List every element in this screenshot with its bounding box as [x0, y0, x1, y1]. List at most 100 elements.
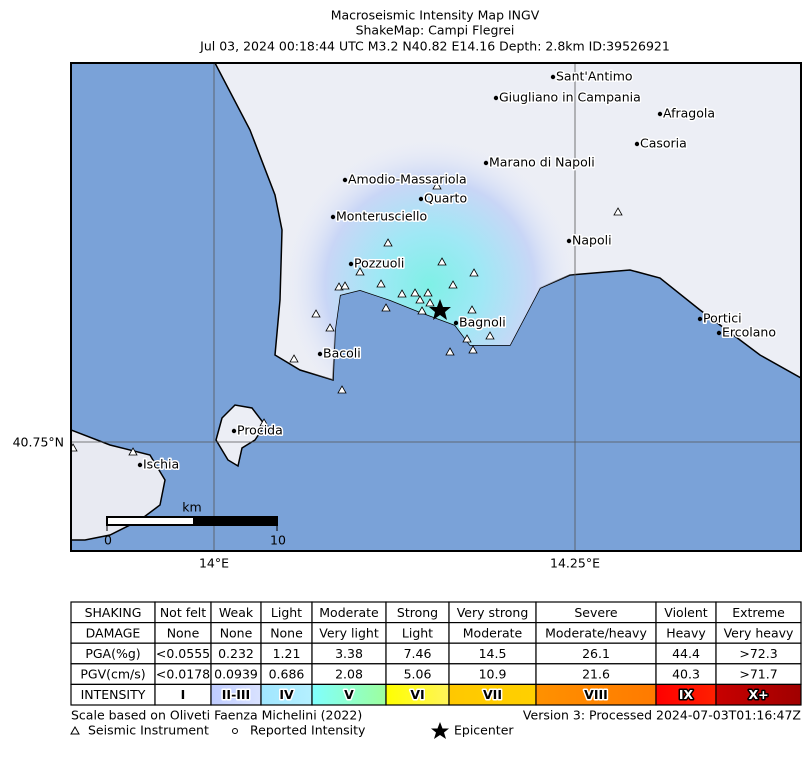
station — [311, 309, 321, 318]
table-text: 1.21 — [273, 646, 301, 661]
station — [423, 288, 433, 297]
epicenter — [429, 299, 451, 320]
place-dot — [348, 261, 354, 267]
place-label: Bagnoli — [459, 315, 506, 330]
event-info: Jul 03, 2024 00:18:44 UTC M3.2 N40.82 E1… — [199, 39, 670, 54]
table-text: 26.1 — [582, 646, 610, 661]
epicenter-symbol — [431, 722, 449, 739]
table-text: VII — [483, 687, 502, 702]
subtitle: ShakeMap: Campi Flegrei — [356, 23, 515, 38]
table-text: Very heavy — [724, 625, 794, 640]
lon-label: 14.25°E — [550, 556, 600, 571]
table-text: Very strong — [457, 605, 529, 620]
place-dot — [483, 160, 489, 166]
table-text: 44.4 — [672, 646, 700, 661]
table-text: Extreme — [732, 605, 785, 620]
station — [468, 345, 478, 354]
place-dot — [418, 196, 424, 202]
place-dot — [697, 316, 703, 322]
station — [448, 280, 458, 289]
table-text: PGA(%g) — [85, 646, 140, 661]
place-label: Casoria — [640, 136, 687, 151]
station — [445, 347, 455, 356]
table-text: Weak — [219, 605, 254, 620]
place-dot — [566, 238, 572, 244]
scale-tick: 10 — [270, 533, 286, 548]
place-label: Sant'Antimo — [556, 69, 633, 84]
table-text: 0.0939 — [214, 667, 258, 682]
table-text: DAMAGE — [86, 625, 141, 640]
scale-note: Scale based on Oliveti Faenza Michelini … — [71, 708, 362, 723]
lat-label: 40.75°N — [13, 435, 64, 450]
table-text: >72.3 — [739, 646, 777, 661]
station — [417, 306, 427, 315]
place-label: Ercolano — [722, 325, 776, 340]
table-text: 2.08 — [335, 667, 363, 682]
station — [462, 334, 472, 343]
place-label: Afragola — [663, 106, 715, 121]
station — [469, 268, 479, 277]
station — [437, 257, 447, 266]
place-dot — [716, 330, 722, 336]
place-dot — [137, 462, 143, 468]
place-dot — [550, 74, 556, 80]
table-text: Violent — [664, 605, 707, 620]
table-text: VIII — [584, 687, 608, 702]
table-text: Light — [402, 625, 433, 640]
station — [485, 331, 495, 340]
table-text: IV — [279, 687, 294, 702]
station — [613, 207, 623, 216]
station — [337, 385, 347, 394]
place-dot — [453, 320, 459, 326]
place-label: Amodio-Massariola — [348, 172, 467, 187]
table-text: Very light — [319, 625, 379, 640]
station — [467, 305, 477, 314]
place-dot — [493, 95, 499, 101]
station — [325, 323, 335, 332]
station — [425, 298, 435, 307]
place-label: Marano di Napoli — [489, 155, 595, 170]
version: Version 3: Processed 2024-07-03T01:16:47… — [523, 708, 801, 723]
place-dot — [330, 214, 336, 220]
place-label: Ischia — [143, 457, 179, 472]
table-text: SHAKING — [85, 605, 142, 620]
table-text: 3.38 — [335, 646, 363, 661]
map: Sant'Antimo Giugliano in Campania Afragola… — [71, 63, 801, 551]
title: Macroseismic Intensity Map INGV — [331, 8, 540, 23]
table-text: PGV(cm/s) — [80, 667, 145, 682]
table-text: Heavy — [666, 625, 706, 640]
stations — [71, 181, 623, 456]
station — [415, 295, 425, 304]
table-text: None — [220, 625, 253, 640]
place-label: Procida — [237, 423, 283, 438]
table-text: <0.0178 — [156, 667, 210, 682]
table-text: Strong — [397, 605, 438, 620]
scale-bar: km 0 10 — [104, 500, 286, 548]
station — [432, 181, 442, 190]
place-dot — [657, 111, 663, 117]
places: Sant'Antimo Giugliano in Campania Afragola… — [137, 67, 778, 473]
place-dot — [342, 177, 348, 183]
station — [340, 281, 350, 290]
symbol-label: Reported Intensity — [250, 723, 366, 738]
station — [259, 418, 269, 427]
graticule — [71, 63, 801, 551]
table-text: 14.5 — [479, 646, 507, 661]
table-cell — [715, 683, 802, 706]
reported-symbol — [232, 728, 238, 734]
table-text: X+ — [748, 687, 768, 702]
lon-label: 14°E — [199, 556, 229, 571]
table-text: 21.6 — [582, 667, 610, 682]
place-label: Quarto — [424, 191, 467, 206]
table-text: Moderate — [463, 625, 523, 640]
station — [381, 303, 391, 312]
table-text: INTENSITY — [81, 687, 146, 702]
place-label: Napoli — [572, 233, 612, 248]
table-text: 40.3 — [672, 667, 700, 682]
station — [376, 279, 386, 288]
scale-unit: km — [182, 500, 201, 515]
symbol-label: Seismic Instrument — [88, 723, 209, 738]
place-label: Bacoli — [323, 346, 361, 361]
table-text: Moderate — [319, 605, 379, 620]
place-label: Monterusciello — [336, 209, 427, 224]
